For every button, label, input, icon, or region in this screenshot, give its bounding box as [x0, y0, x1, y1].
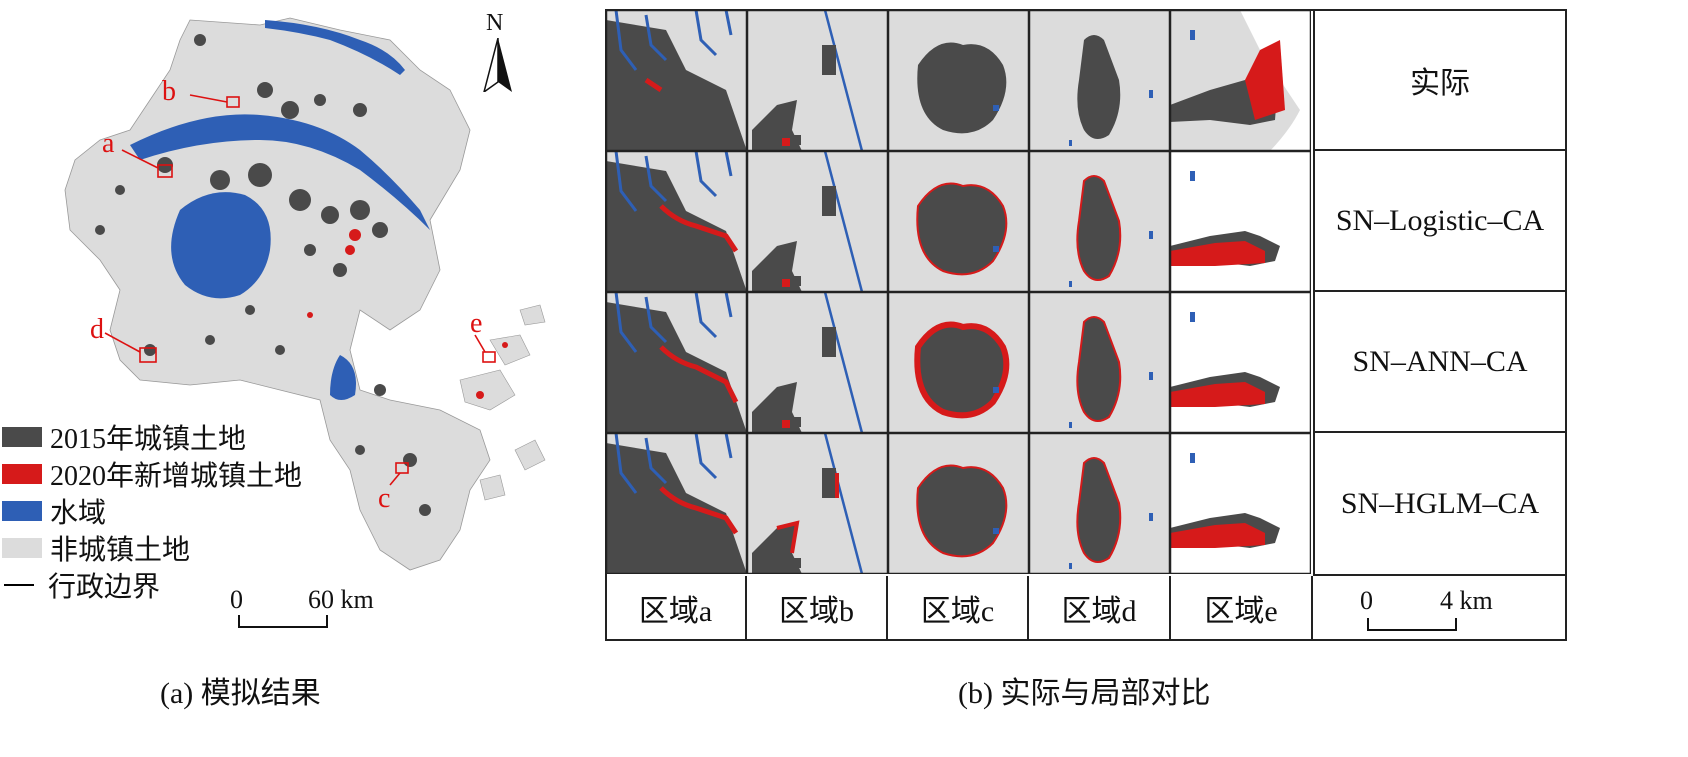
north-arrow-icon [483, 38, 512, 92]
legend-item-water: 水域 [2, 494, 106, 529]
legend-swatch-urban-2020 [2, 464, 42, 484]
scale-end-right: 4 km [1440, 586, 1493, 615]
tile-row3-col-e [1170, 433, 1311, 574]
col-label-c: 区域c [888, 576, 1029, 640]
row-label-logistic: SN–Logistic–CA [1313, 151, 1565, 292]
row-label-hglm: SN–HGLM–CA [1313, 433, 1565, 576]
col-label-b: 区域b [747, 576, 888, 640]
bay-water [330, 355, 356, 400]
urban-2020-new-patches [307, 229, 508, 399]
caption-left: (a) 模拟结果 [160, 677, 321, 710]
tile-row0-col-c [888, 10, 1029, 151]
island [479, 474, 506, 501]
row-label-ann: SN–ANN–CA [1313, 292, 1565, 433]
region-marker-c [395, 462, 409, 474]
river [130, 114, 430, 230]
col-label-a: 区域a [606, 576, 747, 640]
legend-item-urban-2020: 2020年新增城镇土地 [2, 457, 302, 492]
tile-row2-col-e [1170, 292, 1311, 433]
urban-2015-patches [95, 34, 431, 516]
scale-end: 60 km [308, 585, 374, 614]
north-label: N [486, 10, 504, 36]
tile-row2-col-c [888, 292, 1029, 433]
tile-row1-col-e [1170, 151, 1311, 292]
region-marker-d [139, 347, 157, 363]
tile-row2-col-a [606, 292, 747, 433]
tile-row3-col-d [1029, 433, 1170, 574]
tile-row3-col-a [606, 433, 747, 574]
tile-row0-col-b [747, 10, 888, 151]
tile-row0-col-d [1029, 10, 1170, 151]
comparison-panel: 实际 SN–Logistic–CA SN–ANN–CA SN–HGLM–CA 区… [605, 0, 1688, 757]
legend-swatch-urban-2015 [2, 427, 42, 447]
lake [171, 192, 271, 299]
region-label-d: d [90, 314, 104, 345]
legend-line-boundary [4, 584, 34, 586]
island [514, 439, 546, 471]
legend-item-non-urban: 非城镇土地 [2, 531, 190, 566]
row-label-actual: 实际 [1313, 10, 1565, 151]
island [519, 304, 546, 326]
simulation-result-panel: a b c d e N 2015年城镇土地 2020年新增城镇土地 水域 非城镇… [0, 0, 620, 757]
scale-bar-left: 0 60 km [228, 585, 374, 635]
scale-bar-right: 0 4 km [1360, 586, 1493, 636]
region-marker-e [482, 351, 496, 363]
region-markers [104, 94, 496, 486]
regional-map [64, 17, 546, 571]
tile-row3-col-b [747, 433, 888, 574]
island [459, 369, 516, 411]
tile-row1-col-c [888, 151, 1029, 292]
region-label-e: e [470, 308, 483, 339]
scale-start-right: 0 [1360, 586, 1373, 615]
region-label-b: b [162, 76, 176, 107]
caption-right: (b) 实际与局部对比 [958, 677, 1211, 710]
scale-bar-line [238, 615, 328, 628]
north-arrow: N [478, 10, 518, 92]
tile-grid [606, 10, 1312, 576]
tile-row0-col-a [606, 10, 747, 151]
col-label-e: 区域e [1171, 576, 1313, 640]
tile-row1-col-b [747, 151, 888, 292]
land-area [64, 17, 491, 571]
region-label-a: a [102, 128, 115, 159]
legend-item-urban-2015: 2015年城镇土地 [2, 420, 246, 455]
col-label-d: 区域d [1029, 576, 1171, 640]
tile-row3-col-c [888, 433, 1029, 574]
region-label-c: c [378, 483, 391, 514]
tile-row1-col-d [1029, 151, 1170, 292]
legend: 2015年城镇土地 2020年新增城镇土地 水域 非城镇土地 行政边界 [2, 420, 362, 620]
tile-row0-col-e [1170, 10, 1311, 151]
legend-swatch-non-urban [2, 538, 42, 558]
tile-row1-col-a [606, 151, 747, 292]
scale-start: 0 [230, 585, 243, 614]
legend-swatch-water [2, 501, 42, 521]
region-marker-a [157, 164, 173, 178]
coast-water [265, 20, 405, 75]
legend-item-boundary: 行政边界 [2, 568, 160, 603]
tile-row2-col-b [747, 292, 888, 433]
scale-bar-line-right [1367, 618, 1457, 631]
tile-row2-col-d [1029, 292, 1170, 433]
island [489, 334, 531, 366]
